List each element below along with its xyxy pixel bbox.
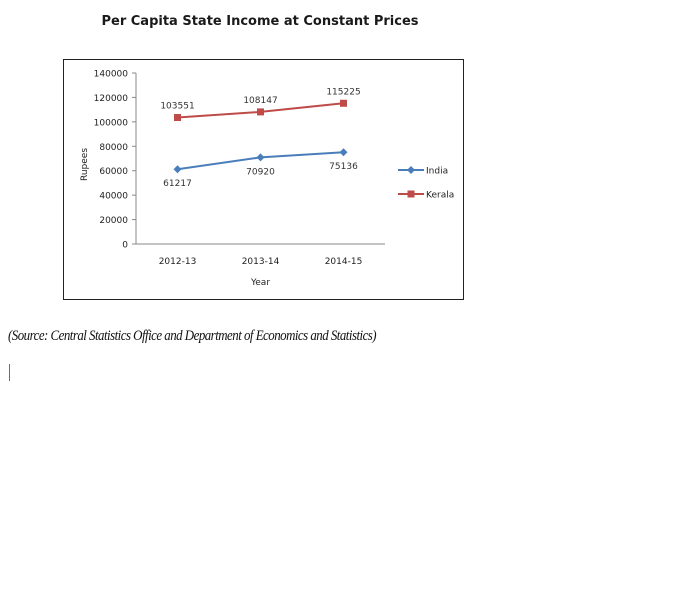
data-point [257,108,264,116]
y-tick-label: 100000 [94,118,129,128]
data-point [256,153,265,162]
y-tick-label: 120000 [94,94,129,104]
source-note: (Source: Central Statistics Office and D… [8,328,377,344]
legend-marker [407,190,415,198]
y-tick-label: 0 [122,241,128,251]
data-point [174,114,181,122]
x-tick-label: 2013-14 [242,257,280,267]
legend-marker [407,166,415,174]
data-label: 103551 [160,102,194,112]
chart-frame [63,59,464,300]
x-tick-label: 2012-13 [159,257,197,267]
y-tick-label: 20000 [99,216,128,226]
data-point [339,148,348,157]
y-tick-label: 40000 [99,192,128,202]
legend-label: Kerala [426,191,454,201]
data-label: 108147 [243,96,277,106]
chart-title: Per Capita State Income at Constant Pric… [101,14,419,29]
y-axis-label: Rupees [80,148,90,181]
y-tick-label: 60000 [99,167,128,177]
y-tick-label: 140000 [94,70,129,80]
text-cursor [9,364,10,381]
data-label: 70920 [246,167,275,177]
data-label: 61217 [163,179,192,189]
data-label: 115225 [326,87,360,97]
legend-label: India [426,167,448,177]
data-label: 75136 [329,162,358,172]
data-point [173,165,182,174]
data-point [340,99,347,107]
y-tick-label: 80000 [99,143,128,153]
x-tick-label: 2014-15 [325,257,363,267]
x-axis-label: Year [250,278,270,288]
